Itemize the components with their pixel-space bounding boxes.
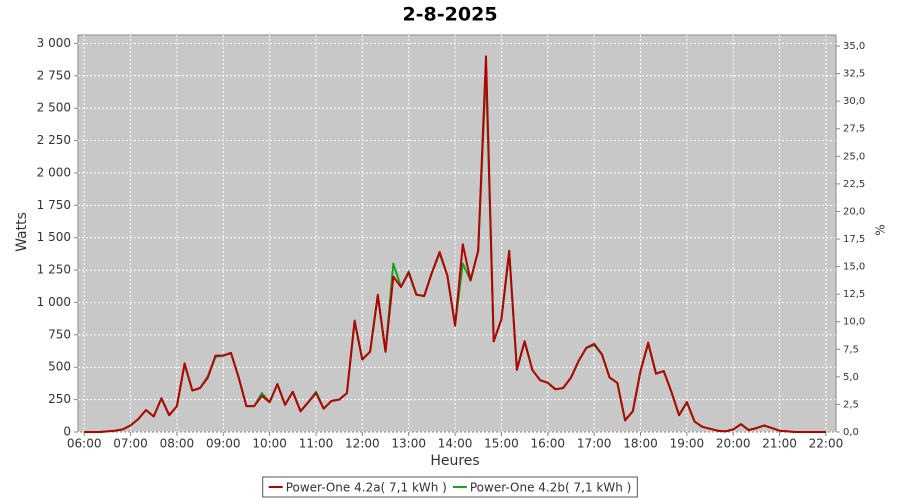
y-tick-label: 2 500 bbox=[37, 101, 71, 115]
y-tick-label: 1 500 bbox=[37, 230, 71, 244]
y2-tick-label: 12,5 bbox=[843, 289, 865, 300]
x-tick-label: 12:00 bbox=[345, 437, 380, 451]
x-tick-label: 17:00 bbox=[577, 437, 612, 451]
x-axis-label: Heures bbox=[430, 453, 479, 469]
y-axis-label: Watts bbox=[14, 212, 30, 252]
y2-tick-label: 10,0 bbox=[843, 317, 865, 328]
x-tick-label: 08:00 bbox=[160, 437, 195, 451]
y-tick-label: 750 bbox=[48, 327, 71, 341]
y-tick-label: 0 bbox=[63, 425, 71, 439]
x-tick-label: 21:00 bbox=[762, 437, 797, 451]
legend-box bbox=[262, 476, 638, 498]
legend-label: Power-One 4.2a( 7,1 kWh ) bbox=[286, 481, 447, 495]
y2-tick-label: 2,5 bbox=[843, 399, 859, 410]
y2-tick-label: 22,5 bbox=[843, 179, 865, 190]
x-tick-label: 13:00 bbox=[391, 437, 426, 451]
series-line bbox=[84, 55, 826, 433]
x-tick-label: 11:00 bbox=[299, 437, 334, 451]
x-tick-label: 15:00 bbox=[484, 437, 519, 451]
y2-tick-label: 0,0 bbox=[843, 427, 859, 438]
y-tick-label: 1 000 bbox=[37, 295, 71, 309]
x-tick-label: 06:00 bbox=[67, 437, 102, 451]
y-tick-label: 2 250 bbox=[37, 133, 71, 147]
y-tick-label: 1 750 bbox=[37, 198, 71, 212]
y-tick-label: 1 250 bbox=[37, 263, 71, 277]
y2-axis-label: % bbox=[874, 224, 888, 235]
x-tick-label: 09:00 bbox=[206, 437, 241, 451]
x-tick-label: 18:00 bbox=[623, 437, 658, 451]
y-tick-label: 2 750 bbox=[37, 68, 71, 82]
y2-tick-label: 35,0 bbox=[843, 41, 865, 52]
y2-tick-label: 32,5 bbox=[843, 69, 865, 80]
y2-tick-label: 5,0 bbox=[843, 372, 859, 383]
chart-title: 2-8-2025 bbox=[402, 4, 497, 26]
x-tick-label: 16:00 bbox=[530, 437, 565, 451]
y2-tick-label: 17,5 bbox=[843, 234, 865, 245]
x-tick-label: 14:00 bbox=[438, 437, 473, 451]
x-tick-label: 20:00 bbox=[716, 437, 751, 451]
y-tick-label: 250 bbox=[48, 392, 71, 406]
y-tick-label: 2 000 bbox=[37, 165, 71, 179]
legend-label: Power-One 4.2b( 7,1 kWh ) bbox=[470, 481, 631, 495]
y-tick-label: 500 bbox=[48, 360, 71, 374]
x-tick-label: 19:00 bbox=[670, 437, 705, 451]
y2-tick-label: 27,5 bbox=[843, 124, 865, 135]
x-tick-label: 10:00 bbox=[252, 437, 287, 451]
y2-tick-label: 25,0 bbox=[843, 151, 865, 162]
y-tick-label: 3 000 bbox=[37, 36, 71, 50]
y2-tick-label: 7,5 bbox=[843, 344, 859, 355]
legend: Power-One 4.2a( 7,1 kWh ) Power-One 4.2b(… bbox=[262, 476, 638, 498]
x-tick-label: 07:00 bbox=[113, 437, 148, 451]
plot-area bbox=[77, 34, 837, 433]
y2-tick-label: 15,0 bbox=[843, 262, 865, 273]
x-tick-label: 22:00 bbox=[809, 437, 844, 451]
y2-tick-label: 20,0 bbox=[843, 206, 865, 217]
y2-tick-label: 30,0 bbox=[843, 96, 865, 107]
